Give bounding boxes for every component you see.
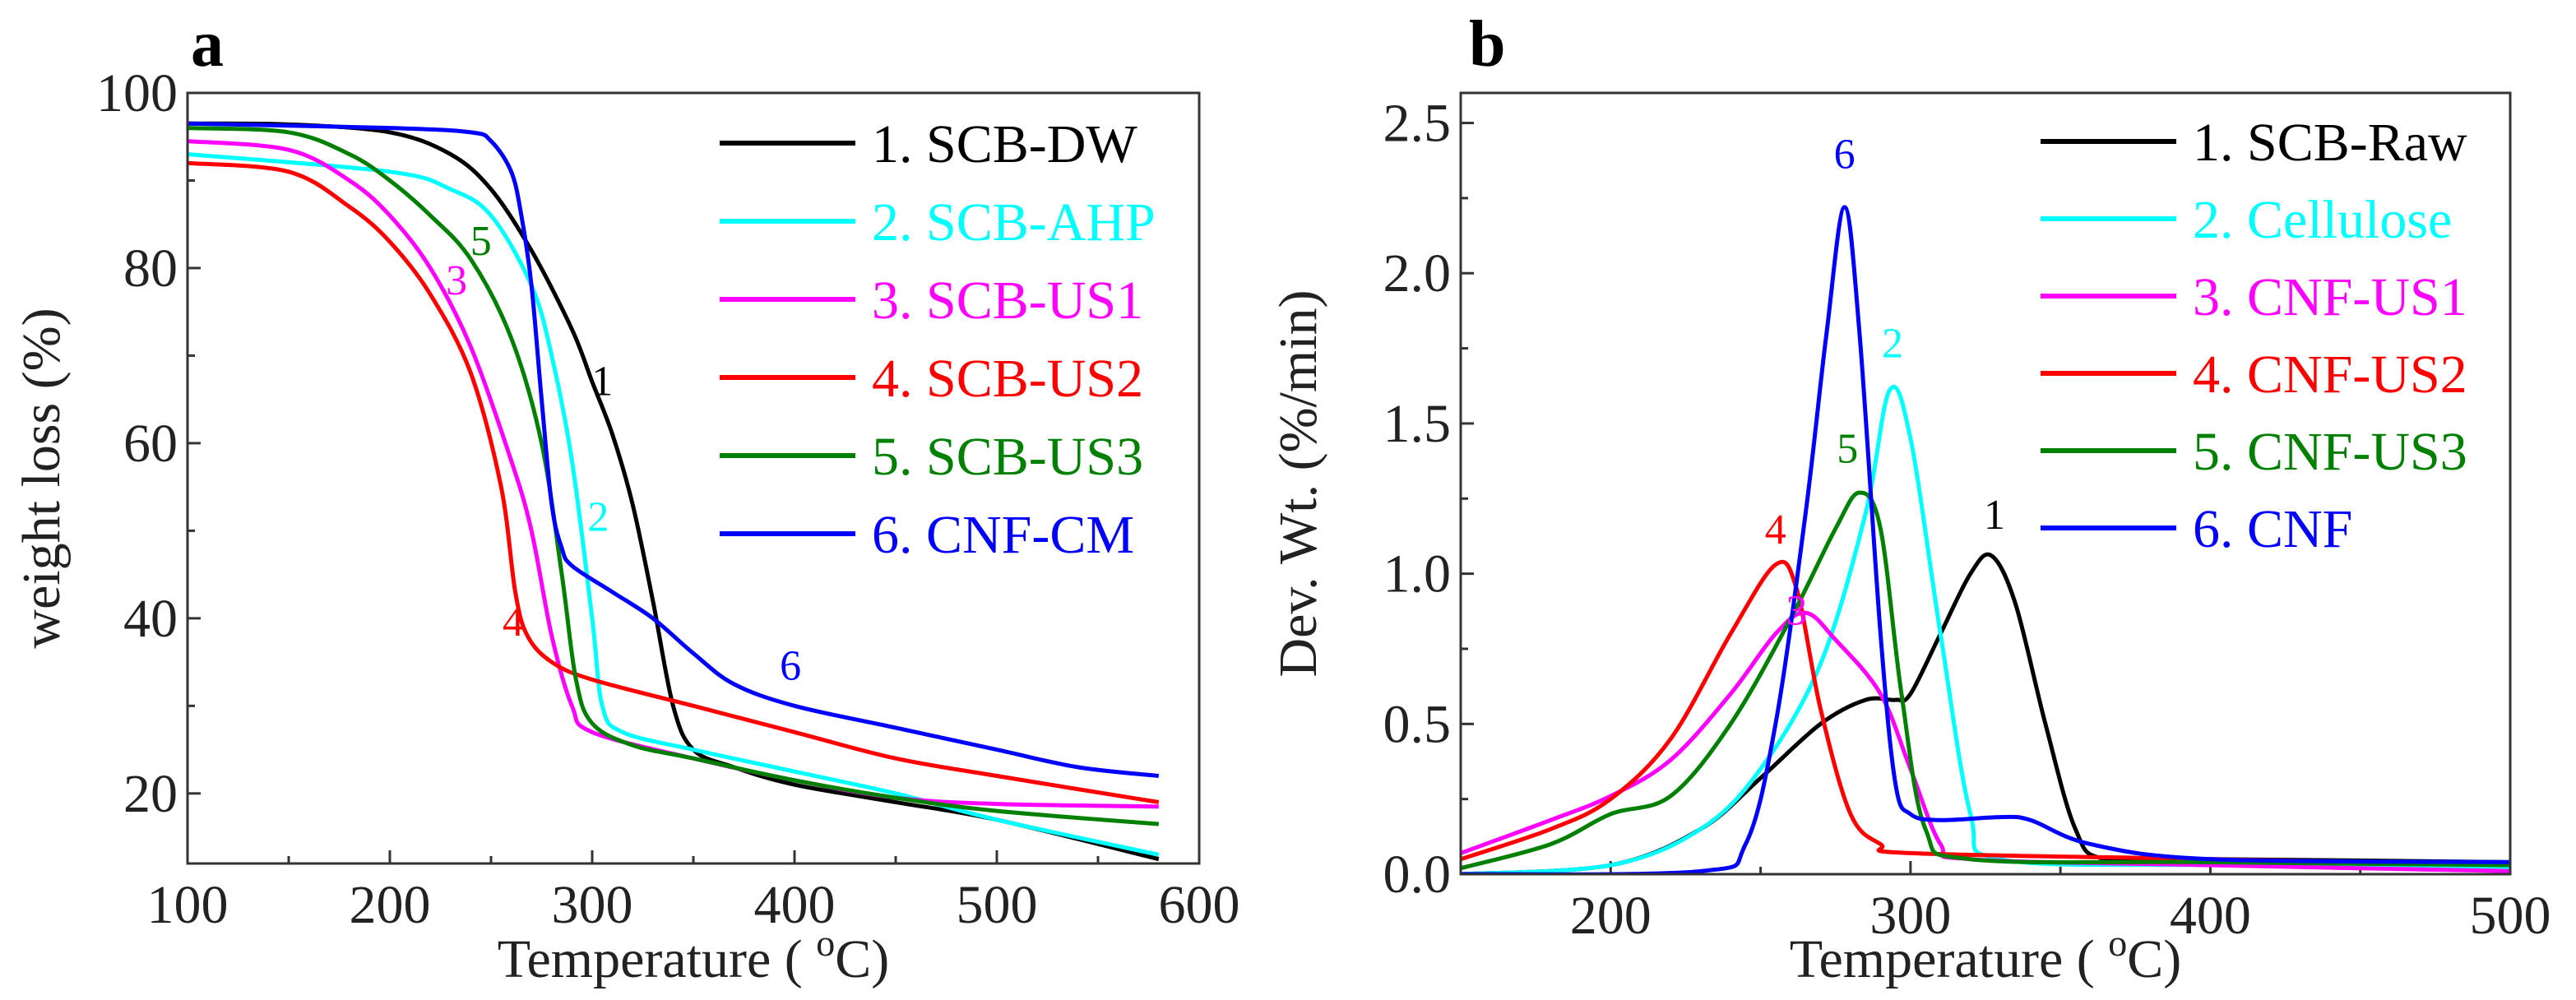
- series-line-6: [188, 121, 1160, 779]
- curve-label-4: 4: [1765, 507, 1786, 553]
- x-tick-label: 300: [552, 875, 633, 935]
- series-line-5: [188, 126, 1160, 826]
- plot-area: [188, 121, 1160, 862]
- plot-frame: [1459, 91, 2512, 876]
- panel-b: b 200 300 400 500 0.0 0.5 1.0 1.5 2.0 2.5 Temperatu…: [1268, 8, 2551, 989]
- y-axis-title: Dev. Wt. (%/min): [1268, 289, 1328, 677]
- y-tick-label: 2.0: [1383, 243, 1452, 303]
- plot-area: [1461, 205, 2510, 874]
- x-axis-title-text: Temperature (: [498, 929, 817, 989]
- y-tick-label: 80: [123, 238, 178, 299]
- legend-entry: 6. CNF-CM: [872, 505, 1134, 565]
- x-tick-label: 200: [1570, 886, 1652, 946]
- x-axis-title: Temperature ( oC): [498, 922, 890, 989]
- legend-entry: 2. Cellulose: [2193, 190, 2452, 250]
- series-line-3: [1461, 610, 2510, 873]
- curve-label-5: 5: [470, 218, 492, 265]
- x-tick-label: 400: [2170, 886, 2251, 946]
- x-tick-label: 500: [957, 875, 1038, 935]
- x-axis-title-sup: o: [2108, 922, 2127, 964]
- y-tick-label: 0.5: [1383, 694, 1452, 754]
- series-line-6: [1461, 205, 2510, 874]
- x-axis-title-end: C): [2127, 929, 2181, 989]
- x-tick-label: 600: [1159, 875, 1240, 935]
- curve-label-4: 4: [503, 599, 524, 646]
- panel-letter: b: [1469, 8, 1506, 81]
- curve-label-2: 2: [587, 493, 609, 540]
- y-tick-label: 0.0: [1383, 845, 1452, 905]
- curve-label-5: 5: [1837, 425, 1858, 472]
- x-axis-title-sup: o: [816, 922, 835, 964]
- series-line-1: [1461, 552, 2510, 874]
- legend-entry: 1. SCB-Raw: [2193, 113, 2467, 173]
- y-tick-label: 100: [96, 63, 178, 123]
- y-tick-label: 60: [123, 414, 178, 474]
- y-axis-title: weight loss (%): [12, 308, 72, 648]
- curve-label-1: 1: [591, 358, 613, 405]
- series-line-4: [1461, 559, 2510, 868]
- curve-label-3: 3: [446, 257, 467, 304]
- y-tick-label: 20: [123, 764, 178, 824]
- x-tick-label: 300: [1869, 886, 1951, 946]
- legend-entry: 3. CNF-US1: [2193, 267, 2467, 327]
- curve-label-6: 6: [780, 642, 801, 689]
- x-tick-label: 100: [147, 875, 229, 935]
- curve-label-3: 3: [1786, 588, 1807, 635]
- legend-entry: 2. SCB-AHP: [872, 192, 1156, 252]
- legend-entry: 1. SCB-DW: [872, 114, 1137, 174]
- y-tick-label: 1.5: [1383, 394, 1452, 454]
- series-line-2: [188, 152, 1160, 857]
- panel-letter: a: [191, 8, 224, 81]
- curve-label-2: 2: [1882, 321, 1903, 368]
- legend-entry: 5. CNF-US3: [2193, 422, 2467, 482]
- y-tick-label: 2.5: [1383, 94, 1452, 154]
- legend-entry: 6. CNF: [2193, 499, 2352, 559]
- legend-entry: 3. SCB-US1: [872, 271, 1143, 331]
- x-tick-label: 500: [2470, 886, 2551, 946]
- y-tick-label: 40: [123, 589, 178, 649]
- legend-entry: 4. CNF-US2: [2193, 345, 2467, 405]
- legend-entry: 5. SCB-US3: [872, 427, 1143, 487]
- x-tick-label: 400: [754, 875, 836, 935]
- legend-entry: 4. SCB-US2: [872, 349, 1143, 409]
- x-axis-title-text: Temperature (: [1790, 929, 2109, 989]
- series-line-5: [1461, 490, 2510, 871]
- curve-label-6: 6: [1834, 131, 1856, 178]
- series-line-1: [188, 121, 1160, 862]
- plot-frame: [186, 91, 1201, 865]
- curve-label-1: 1: [1984, 492, 2005, 539]
- x-tick-label: 200: [350, 875, 431, 935]
- x-axis-title: Temperature ( oC): [1790, 922, 2182, 989]
- y-tick-label: 1.0: [1383, 544, 1452, 604]
- x-axis-title-end: C): [835, 929, 889, 989]
- series-line-4: [188, 160, 1160, 804]
